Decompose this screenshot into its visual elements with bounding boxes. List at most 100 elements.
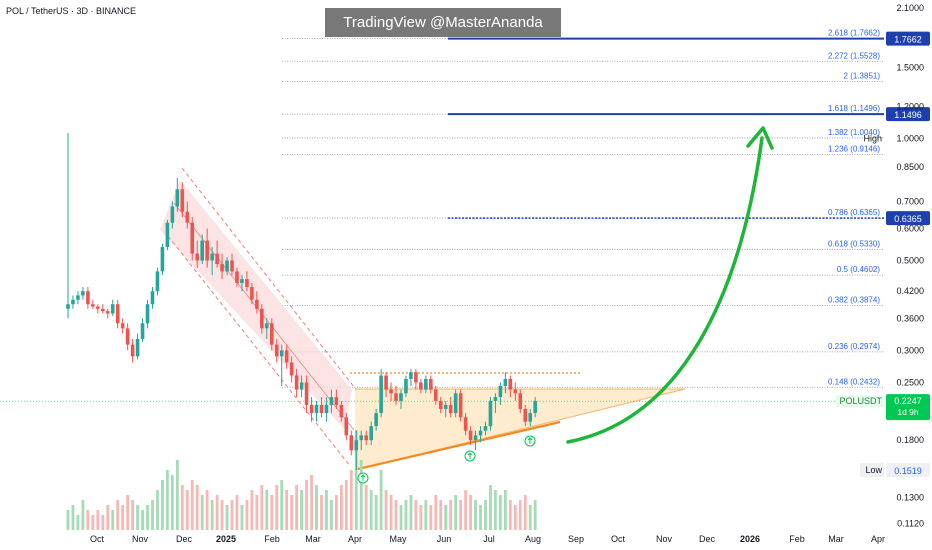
candle-body: [438, 400, 443, 409]
arrow-up-icon: [360, 474, 366, 481]
candle-body: [289, 362, 294, 376]
x-tick-label: Mar: [828, 534, 844, 544]
volume-bar: [369, 490, 373, 530]
volume-bar: [310, 475, 313, 530]
y-tick-label: 0.3000: [896, 345, 924, 355]
volume-bar: [170, 475, 174, 530]
fib-label: 1.236 (0.9146): [828, 144, 880, 153]
candle-body: [339, 404, 344, 418]
candle-body: [86, 291, 90, 305]
candle-body: [488, 400, 493, 427]
channel-top: [181, 167, 359, 393]
y-tick-label: 0.1300: [896, 492, 924, 502]
candle-body: [294, 375, 299, 390]
volume-bar: [230, 500, 234, 530]
low-value-bg: [886, 463, 930, 478]
candle-body: [100, 308, 105, 312]
candle-body: [513, 389, 518, 394]
low-tag-bg: [860, 463, 884, 478]
fib-label: 1.382 (1.0040): [828, 128, 880, 137]
y-tick-label: 0.6000: [896, 223, 924, 233]
symbol-tag-bg: [836, 395, 884, 408]
volume-bar: [533, 500, 537, 530]
volume-bar: [384, 490, 388, 530]
target-tag-label: 1.1496: [894, 110, 922, 120]
candle-body: [508, 378, 513, 390]
x-tick-label: Apr: [348, 534, 362, 544]
candle-body: [110, 304, 115, 314]
candle-body: [528, 413, 533, 422]
high-label: High: [863, 134, 882, 144]
candle-body: [379, 375, 383, 414]
x-tick-label: Apr: [871, 534, 885, 544]
candle-body: [414, 372, 418, 383]
volume-bar: [250, 490, 254, 530]
volume-bar: [225, 505, 229, 530]
candle-body: [265, 323, 269, 329]
candle-body: [145, 304, 150, 324]
volume-bar: [419, 505, 423, 530]
volume-bar: [260, 485, 264, 530]
volume-bar: [91, 515, 95, 530]
candle-body: [274, 344, 279, 357]
y-tick-label: 2.1000: [896, 3, 924, 13]
candle-body: [354, 440, 359, 451]
fib-label: 0.148 (0.2432): [828, 377, 880, 386]
target-tag-label: 0.6365: [894, 214, 922, 224]
x-tick-label: Dec: [699, 534, 716, 544]
low-value: 0.1519: [894, 466, 922, 476]
volume-bar: [185, 490, 189, 530]
volume-bar: [161, 480, 164, 530]
volume-bar: [349, 470, 353, 530]
candle-body: [329, 397, 334, 405]
x-tick-label: 2026: [740, 534, 760, 544]
candle-body: [319, 404, 324, 414]
target-tag-label: 1.7662: [894, 35, 922, 45]
target-tag: [886, 31, 930, 46]
x-tick-label: Jun: [437, 534, 452, 544]
candle-body: [299, 382, 304, 390]
candle-body: [200, 240, 204, 261]
volume-bar: [414, 500, 418, 530]
volume-bar: [513, 505, 517, 530]
volume-bar: [295, 485, 299, 530]
volume-bar: [180, 485, 184, 530]
projection-arrow: [566, 136, 764, 444]
candle-body: [130, 344, 135, 357]
candle-body: [81, 291, 85, 296]
volume-bar: [394, 500, 398, 530]
volume-bar: [330, 500, 333, 530]
current-price-label: 0.2247: [894, 396, 922, 406]
volume-bar: [195, 485, 199, 530]
volume-bar: [205, 490, 209, 530]
volume-bar: [484, 500, 487, 530]
volume-bar: [429, 505, 433, 530]
candle-body: [324, 404, 329, 414]
candle-body: [155, 271, 160, 292]
candle-body: [120, 323, 125, 329]
volume-bar: [409, 495, 413, 530]
volume-bar: [156, 490, 159, 530]
candle-body: [453, 393, 458, 414]
candle-body: [269, 323, 274, 345]
candle-body: [349, 435, 354, 451]
volume-bar: [121, 505, 125, 530]
volume-bar: [245, 500, 249, 530]
candle-body: [235, 271, 239, 284]
candle-body: [135, 339, 140, 357]
volume-bar: [334, 495, 338, 530]
volume-bar: [364, 485, 368, 530]
volume-bar: [344, 480, 348, 530]
candle-body: [160, 246, 165, 272]
volume-bar: [379, 470, 383, 530]
candle-body: [433, 389, 438, 401]
candle-body: [404, 378, 408, 394]
volume-bar: [494, 490, 497, 530]
candle-body: [448, 404, 453, 414]
candle-body: [190, 222, 195, 254]
candle-body: [180, 189, 185, 212]
candle-body: [165, 222, 170, 247]
low-label: Low: [865, 465, 882, 475]
volume-bar: [300, 490, 303, 530]
